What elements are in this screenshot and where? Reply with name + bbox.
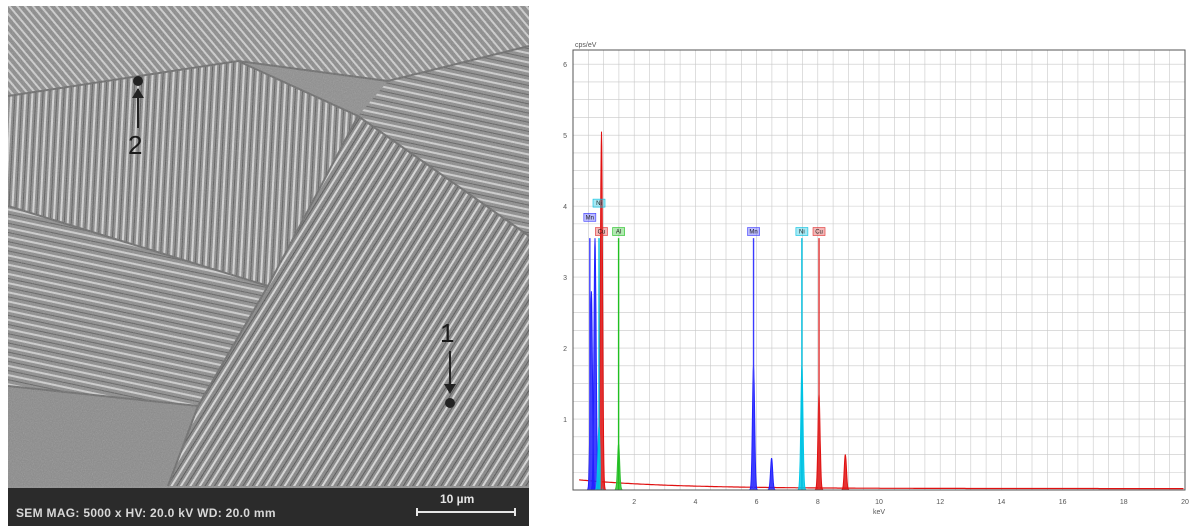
y-tick-label: 4 xyxy=(563,204,567,211)
sem-info-bar: SEM MAG: 5000 x HV: 20.0 kV WD: 20.0 mm … xyxy=(8,488,529,526)
element-tag-label: Ni xyxy=(799,230,805,236)
scale-bar xyxy=(416,508,516,516)
sem-texture xyxy=(8,6,529,526)
spectrum-series xyxy=(579,131,1184,491)
x-axis-title: keV xyxy=(873,509,885,516)
grid xyxy=(572,50,1186,491)
spectrum-peak xyxy=(841,454,850,491)
element-tag-box xyxy=(595,227,608,236)
element-tag-box xyxy=(795,227,809,236)
x-tick-label: 4 xyxy=(693,499,697,506)
element-tag-box xyxy=(812,227,826,236)
element-tag-label: Al xyxy=(616,230,621,236)
x-tick-label: 16 xyxy=(1059,499,1067,506)
y-tick-label: 2 xyxy=(563,346,567,353)
x-tick-label: 2 xyxy=(632,499,636,506)
x-tick-label: 18 xyxy=(1120,499,1128,506)
y-tick-label: 1 xyxy=(563,417,567,424)
spectrum-peak xyxy=(767,457,776,491)
element-tags: Mn Ni Cu Al Mn Ni Cu xyxy=(583,198,826,490)
element-tag-box xyxy=(612,227,625,236)
scale-bar-label: 10 µm xyxy=(440,492,475,506)
element-tag-label: Ni xyxy=(596,201,602,207)
element-tag-label: Cu xyxy=(598,230,606,236)
element-tag-label: Mn xyxy=(749,230,757,236)
point-1-label: 1 xyxy=(440,318,455,348)
y-tick-label: 5 xyxy=(563,133,567,140)
y-tick-label: 6 xyxy=(563,62,567,69)
element-tag-box xyxy=(592,198,606,208)
x-tick-label: 14 xyxy=(998,499,1006,506)
point-2-label: 2 xyxy=(128,130,143,160)
x-tick-label: 8 xyxy=(816,499,820,506)
sem-info-text: SEM MAG: 5000 x HV: 20.0 kV WD: 20.0 mm xyxy=(16,506,276,520)
x-tick-label: 20 xyxy=(1181,499,1189,506)
element-tag-box xyxy=(747,227,760,236)
y-tick-label: 3 xyxy=(563,275,567,282)
sem-micrograph: 2 1 SEM MAG: 5000 x HV: 20.0 kV WD: 20.0… xyxy=(8,6,529,526)
plot-frame xyxy=(572,49,1186,491)
x-tick-label: 10 xyxy=(875,499,883,506)
x-tick-label: 12 xyxy=(936,499,944,506)
element-tag-label: Cu xyxy=(815,230,823,236)
spectrum-baseline xyxy=(579,479,1184,490)
element-tag-box xyxy=(583,213,597,222)
element-tag-label: Mn xyxy=(586,215,594,221)
y-axis-title: cps/eV xyxy=(575,42,597,49)
x-tick-label: 6 xyxy=(755,499,759,506)
